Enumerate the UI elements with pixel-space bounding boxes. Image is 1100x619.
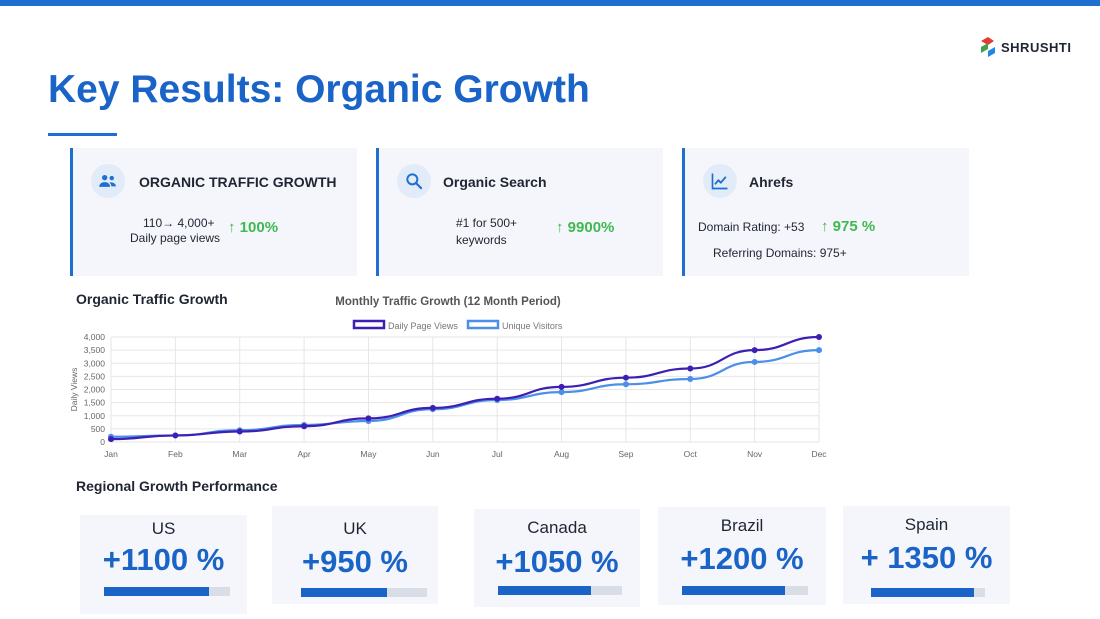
- x-tick-label: Apr: [297, 449, 310, 459]
- region-progress-fill: [682, 586, 786, 595]
- kpi-title: Ahrefs: [749, 174, 794, 190]
- region-value: +1200 %: [680, 541, 804, 576]
- legend-label: Daily Page Views: [388, 321, 458, 331]
- region-progress-track: [871, 588, 985, 597]
- y-tick-label: 1,500: [84, 398, 106, 408]
- data-point: [558, 389, 565, 396]
- kpi-line-2: Daily page views: [130, 231, 221, 245]
- x-tick-label: Jan: [104, 449, 118, 459]
- region-progress-track: [104, 587, 230, 596]
- y-tick-label: 4,000: [84, 332, 106, 342]
- kpi-growth: ↑ 100%: [228, 219, 279, 236]
- search-icon: [397, 164, 431, 198]
- x-tick-label: Jul: [492, 449, 503, 459]
- data-point: [622, 381, 629, 388]
- data-point: [816, 334, 822, 340]
- kpi-growth: ↑ 975 %: [821, 218, 876, 235]
- top-accent-bar: [0, 0, 1100, 6]
- y-tick-label: 3,000: [84, 358, 106, 368]
- x-tick-label: Jun: [426, 449, 440, 459]
- brand-logo: SHRUSHTI: [979, 36, 1089, 58]
- data-point: [429, 404, 436, 411]
- shrushti-logo-icon: [981, 37, 995, 57]
- region-value: +950 %: [301, 544, 408, 579]
- y-tick-label: 2,500: [84, 371, 106, 381]
- kpi-card-search: Organic Search #1 for 500+ keywords ↑ 99…: [376, 148, 663, 276]
- users-icon: [91, 164, 125, 198]
- region-progress-track: [498, 586, 622, 595]
- data-point: [108, 436, 114, 443]
- x-tick-label: Feb: [168, 449, 183, 459]
- y-tick-label: 500: [91, 424, 105, 434]
- kpi-title: Organic Search: [443, 174, 547, 190]
- y-axis-label: Daily Views: [69, 368, 79, 412]
- y-tick-label: 2,000: [84, 385, 106, 395]
- x-tick-label: Nov: [747, 449, 763, 459]
- data-point: [751, 347, 758, 354]
- region-name: UK: [343, 519, 367, 538]
- kpi-growth: ↑ 9900%: [556, 219, 615, 236]
- data-point: [751, 358, 758, 365]
- kpi-title: ORGANIC TRAFFIC GROWTH: [139, 174, 337, 190]
- regional-section-title: Regional Growth Performance: [76, 478, 278, 494]
- data-point: [365, 415, 372, 422]
- traffic-line-chart: Monthly Traffic Growth (12 Month Period)…: [69, 296, 827, 459]
- data-point: [687, 365, 694, 372]
- kpi-line-1: Domain Rating: +53: [698, 220, 805, 234]
- x-tick-label: Oct: [684, 449, 698, 459]
- region-progress-fill: [301, 588, 387, 597]
- page-title: Key Results: Organic Growth: [48, 68, 590, 111]
- data-point: [301, 423, 308, 430]
- region-value: +1100 %: [102, 542, 225, 577]
- legend-swatch: [466, 319, 500, 330]
- region-card-uk: UK +950 %: [272, 506, 438, 604]
- region-progress-track: [301, 588, 427, 597]
- legend-label: Unique Visitors: [502, 321, 563, 331]
- x-tick-label: Dec: [811, 449, 827, 459]
- region-card-canada: Canada +1050 %: [474, 509, 640, 607]
- kpi-card-traffic: ORGANIC TRAFFIC GROWTH 110→ 4,000+ Daily…: [70, 148, 357, 276]
- region-progress-fill: [498, 586, 591, 595]
- x-tick-label: May: [360, 449, 377, 459]
- x-tick-label: Aug: [554, 449, 569, 459]
- kpi-line-1: #1 for 500+: [456, 216, 518, 230]
- region-progress-fill: [104, 587, 209, 596]
- region-progress-fill: [871, 588, 974, 597]
- series-line: [110, 349, 820, 438]
- data-point: [816, 347, 822, 354]
- data-point: [622, 374, 629, 381]
- region-name: Spain: [904, 515, 949, 534]
- region-progress-track: [682, 586, 808, 595]
- traffic-chart: Monthly Traffic Growth (12 Month Period)…: [60, 288, 840, 468]
- data-point: [236, 428, 243, 435]
- y-tick-label: 3,500: [84, 345, 106, 355]
- region-card-brazil: Brazil +1200 %: [658, 507, 826, 605]
- title-underline: [48, 133, 117, 136]
- kpi-card-ahrefs: Ahrefs Domain Rating: +53 ↑ 975 % Referr…: [682, 148, 969, 276]
- legend-swatch: [352, 319, 386, 330]
- trend-chart-icon: [703, 164, 737, 198]
- region-name: Brazil: [720, 516, 764, 535]
- region-name: Canada: [527, 518, 587, 537]
- region-card-us: US +1100 %: [80, 515, 247, 614]
- region-name: US: [151, 519, 176, 538]
- region-card-spain: Spain + 1350 %: [843, 506, 1010, 604]
- region-value: + 1350 %: [860, 540, 993, 575]
- x-tick-label: Mar: [232, 449, 247, 459]
- data-point: [687, 376, 694, 382]
- x-tick-label: Sep: [618, 449, 633, 459]
- y-tick-label: 1,000: [84, 411, 106, 421]
- data-point: [494, 395, 501, 402]
- brand-name: SHRUSHTI: [1001, 39, 1072, 55]
- data-point: [558, 383, 565, 390]
- kpi-line-2: Referring Domains: 975+: [713, 246, 847, 260]
- data-point: [172, 432, 179, 439]
- traffic-section-title: Organic Traffic Growth: [76, 291, 228, 307]
- y-tick-label: 0: [100, 437, 105, 447]
- region-value: +1050 %: [495, 544, 619, 579]
- kpi-line-1: 110→ 4,000+: [143, 216, 215, 230]
- chart-title: Monthly Traffic Growth (12 Month Period): [335, 296, 561, 308]
- kpi-line-2: keywords: [456, 233, 507, 247]
- series-line: [110, 335, 820, 441]
